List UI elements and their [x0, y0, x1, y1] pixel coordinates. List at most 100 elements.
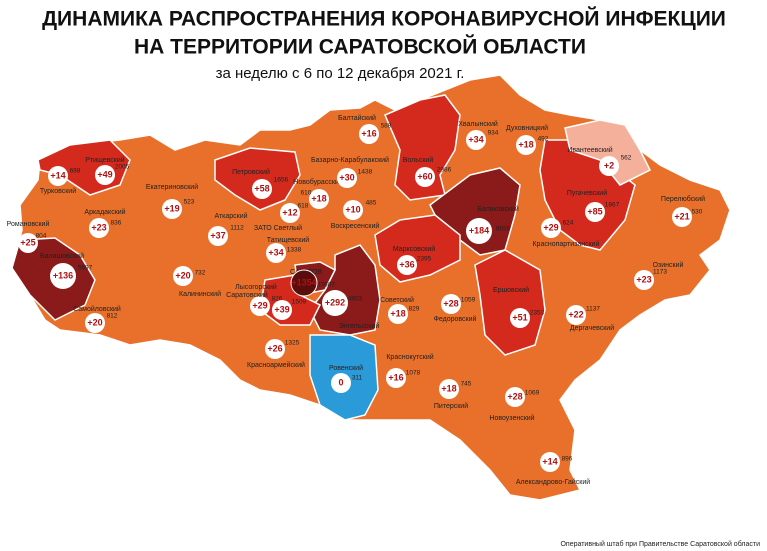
district-total: 2395	[417, 256, 432, 263]
district-increase: +30	[339, 172, 354, 182]
district-total: 5697	[78, 265, 93, 272]
district-increase: +14	[50, 170, 65, 180]
district-total: 1509	[292, 299, 307, 306]
increase-badge	[505, 387, 525, 407]
district-total: 829	[409, 306, 420, 313]
district-increase: +34	[468, 134, 483, 144]
increase-badge	[266, 243, 286, 263]
increase-badge	[516, 135, 536, 155]
district-total: 1438	[358, 169, 373, 176]
district-name: Петровский	[232, 168, 270, 176]
district-name: Краснопартизанский	[532, 240, 599, 248]
district-total: 812	[107, 313, 118, 320]
increase-badge	[173, 266, 193, 286]
district-total: 1656	[274, 177, 289, 184]
district-name: Татищевский	[267, 236, 310, 244]
district-increase: +20	[87, 317, 102, 327]
increase-badge	[265, 339, 285, 359]
district-total: 745	[461, 381, 472, 388]
footer: Оперативный штаб при Правительстве Сарат…	[560, 540, 760, 548]
increase-badge	[397, 255, 417, 275]
district-name: Балтайский	[338, 114, 376, 122]
district-name: Ртищевский	[85, 156, 124, 164]
district-increase: +21	[674, 211, 689, 221]
increase-badge	[466, 130, 486, 150]
increase-badge	[672, 207, 692, 227]
district-increase: +28	[443, 298, 458, 308]
district-increase: +29	[252, 300, 267, 310]
increase-badge	[466, 218, 492, 244]
district-name: Самойловский	[73, 305, 121, 313]
district-name: Марксовский	[393, 245, 435, 253]
district-name: Ивантеевский	[567, 146, 612, 154]
increase-badge	[343, 200, 363, 220]
district-name: Краснокутский	[386, 353, 433, 361]
district-name: Лысогорский	[235, 283, 277, 291]
increase-badge	[566, 305, 586, 325]
increase-badge	[388, 304, 408, 324]
district-name: Ершовский	[493, 286, 529, 294]
increase-badge	[634, 270, 654, 290]
increase-badge	[386, 368, 406, 388]
increase-badge	[272, 300, 292, 320]
district-name: Калининский	[179, 290, 221, 298]
district-total: 1338	[287, 247, 302, 254]
district-increase: +37	[210, 230, 225, 240]
district-increase: +18	[311, 193, 326, 203]
district-total: 698	[70, 168, 81, 175]
district-name: Духовницкий	[506, 124, 548, 132]
region-red	[374, 214, 461, 283]
increase-badge	[95, 165, 115, 185]
increase-badge	[541, 218, 561, 238]
subtitle: за неделю с 6 по 12 декабря 2021 г.	[216, 65, 465, 82]
increase-badge	[337, 168, 357, 188]
increase-badge	[50, 263, 76, 289]
district-increase: +20	[175, 270, 190, 280]
district-name: Базарно-Карабулакский	[311, 156, 389, 164]
district-total: 934	[488, 130, 499, 137]
district-increase: +16	[361, 128, 376, 138]
district-total: 610	[301, 190, 312, 197]
district-name: Романовский	[7, 220, 50, 228]
district-name: Аткарский	[214, 212, 247, 220]
increase-badge	[359, 124, 379, 144]
district-increase: +2	[604, 160, 614, 170]
regions	[11, 74, 731, 501]
district-increase: +29	[543, 222, 558, 232]
district-name: Екатериновский	[146, 183, 198, 191]
district-total: 1069	[525, 390, 540, 397]
district-total: 37607	[317, 282, 335, 289]
increase-badge	[309, 189, 329, 209]
district-increase: +12	[282, 207, 297, 217]
district-name: Советский	[380, 296, 414, 304]
increase-badge	[510, 308, 530, 328]
district-total: 1867	[605, 202, 620, 209]
district-increase: +23	[91, 222, 106, 232]
district-name: Аркадакский	[84, 208, 125, 216]
district-increase: +34	[268, 247, 283, 257]
district-increase: +36	[399, 259, 414, 269]
increase-badge	[331, 373, 351, 393]
district-total: 523	[184, 199, 195, 206]
district-increase: +85	[587, 206, 602, 216]
district-name: ЗАТО Светлый	[254, 224, 302, 232]
district-total: 2005	[115, 164, 130, 171]
region-red	[214, 147, 301, 211]
district-total: 826	[272, 296, 283, 303]
district-total: 492	[538, 136, 549, 143]
district-total: 588	[381, 123, 392, 130]
region-pink	[564, 119, 652, 186]
increase-badge	[280, 203, 300, 223]
district-increase: +60	[417, 171, 432, 181]
district-total: 1059	[461, 297, 476, 304]
increase-badge	[162, 199, 182, 219]
district-name: Новоузенский	[489, 414, 534, 422]
district-total: 9659	[496, 226, 511, 233]
district-total: 311	[352, 375, 363, 382]
district-name: Балаковский	[477, 205, 519, 213]
increase-badge	[18, 233, 38, 253]
title-line: ДИНАМИКА РАСПРОСТРАНЕНИЯ КОРОНАВИРУСНОЙ …	[42, 7, 726, 31]
district-name: Хвалынский	[458, 120, 498, 128]
title-line: НА ТЕРРИТОРИИ САРАТОВСКОЙ ОБЛАСТИ	[134, 35, 586, 59]
